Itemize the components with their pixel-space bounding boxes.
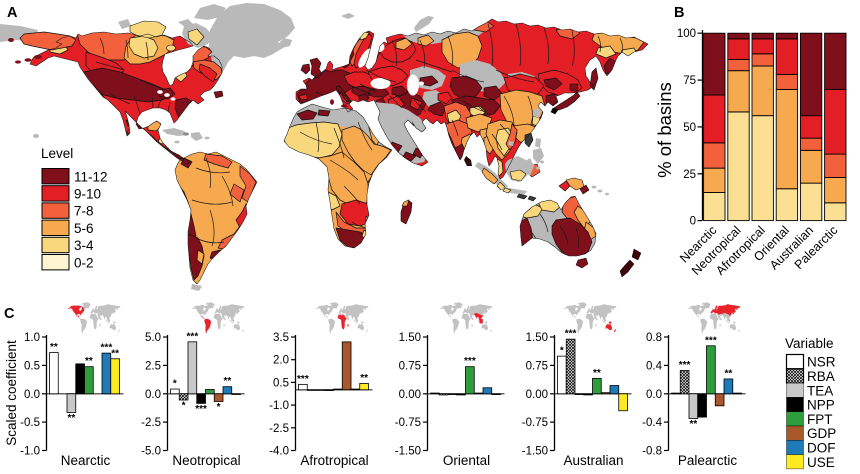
svg-text:0: 0: [690, 216, 696, 228]
svg-text:-1.0: -1.0: [20, 446, 40, 458]
svg-text:*: *: [560, 346, 564, 357]
svg-text:-0.8: -0.8: [642, 446, 662, 458]
svg-text:***: ***: [187, 331, 199, 342]
svg-text:0.0: 0.0: [145, 389, 161, 401]
svg-text:0.0: 0.0: [646, 389, 662, 401]
svg-text:-2.5: -2.5: [141, 417, 161, 429]
svg-text:5.0: 5.0: [145, 332, 161, 344]
svg-text:1.50: 1.50: [399, 332, 421, 344]
svg-text:-1.50: -1.50: [522, 446, 548, 458]
svg-text:-5.0: -5.0: [141, 446, 161, 458]
svg-text:C: C: [4, 306, 15, 322]
svg-text:3.5: 3.5: [273, 332, 289, 344]
svg-text:0.5: 0.5: [273, 377, 289, 389]
svg-text:1.50: 1.50: [526, 332, 548, 344]
svg-text:Palearctic: Palearctic: [678, 453, 738, 468]
svg-text:***: ***: [101, 343, 113, 354]
svg-text:TEA: TEA: [807, 383, 833, 398]
svg-text:-1.0: -1.0: [269, 400, 289, 412]
svg-text:0.4: 0.4: [646, 360, 663, 372]
svg-text:Level: Level: [41, 146, 73, 161]
svg-text:FPT: FPT: [807, 412, 833, 427]
svg-text:Oriental: Oriental: [443, 453, 490, 468]
svg-text:Neotropical: Neotropical: [172, 453, 240, 468]
svg-text:***: ***: [705, 335, 717, 346]
svg-text:*: *: [182, 401, 186, 412]
svg-text:9-10: 9-10: [74, 187, 101, 202]
svg-text:RBA: RBA: [807, 369, 835, 384]
svg-text:-0.5: -0.5: [20, 417, 40, 429]
svg-text:2.0: 2.0: [273, 355, 289, 367]
svg-text:0.5: 0.5: [24, 360, 40, 372]
svg-text:***: ***: [464, 356, 476, 367]
svg-text:75: 75: [683, 75, 696, 87]
svg-text:**: **: [223, 376, 231, 387]
svg-text:**: **: [67, 413, 75, 424]
svg-text:-0.75: -0.75: [522, 417, 548, 429]
svg-text:-1.50: -1.50: [395, 446, 421, 458]
svg-text:**: **: [111, 348, 119, 359]
svg-text:USE: USE: [807, 455, 835, 470]
svg-text:Nearctic: Nearctic: [61, 453, 111, 468]
svg-text:**: **: [360, 373, 368, 384]
svg-text:11-12: 11-12: [74, 169, 108, 184]
svg-text:**: **: [724, 368, 732, 379]
svg-text:100: 100: [677, 28, 696, 40]
svg-text:50: 50: [683, 122, 696, 134]
svg-text:A: A: [7, 5, 18, 21]
svg-text:Scaled coefficient: Scaled coefficient: [4, 340, 19, 446]
svg-text:***: ***: [195, 404, 207, 415]
svg-text:0-2: 0-2: [74, 255, 94, 270]
svg-text:0.0: 0.0: [24, 389, 40, 401]
svg-text:Australian: Australian: [563, 453, 623, 468]
svg-text:5-6: 5-6: [74, 221, 94, 236]
svg-text:0.8: 0.8: [646, 332, 662, 344]
svg-text:**: **: [689, 419, 697, 430]
svg-text:2.5: 2.5: [145, 360, 161, 372]
svg-text:***: ***: [565, 329, 577, 340]
svg-text:*: *: [217, 402, 221, 413]
svg-text:Afrotropical: Afrotropical: [300, 453, 368, 468]
svg-text:**: **: [593, 368, 601, 379]
svg-text:3-4: 3-4: [74, 238, 94, 253]
svg-text:25: 25: [683, 169, 696, 181]
svg-text:-0.75: -0.75: [395, 417, 421, 429]
svg-text:*: *: [173, 379, 177, 390]
svg-text:***: ***: [297, 374, 309, 385]
svg-text:% of basins: % of basins: [654, 82, 675, 178]
svg-text:***: ***: [679, 360, 691, 371]
svg-text:-4.0: -4.0: [269, 446, 289, 458]
svg-text:1.0: 1.0: [24, 332, 40, 344]
svg-text:**: **: [50, 342, 58, 353]
svg-text:0.00: 0.00: [399, 389, 421, 401]
svg-text:0.75: 0.75: [399, 360, 421, 372]
svg-text:GDP: GDP: [807, 426, 836, 441]
svg-text:0.75: 0.75: [526, 360, 548, 372]
svg-text:7-8: 7-8: [74, 204, 94, 219]
svg-text:NPP: NPP: [807, 398, 835, 413]
svg-text:B: B: [674, 5, 684, 21]
svg-text:NSR: NSR: [807, 355, 836, 370]
svg-text:DOF: DOF: [807, 441, 836, 456]
svg-text:0.00: 0.00: [526, 389, 548, 401]
svg-text:-2.5: -2.5: [269, 423, 289, 435]
svg-text:Variable: Variable: [785, 336, 834, 351]
svg-text:**: **: [85, 356, 93, 367]
svg-text:-0.4: -0.4: [642, 417, 662, 429]
